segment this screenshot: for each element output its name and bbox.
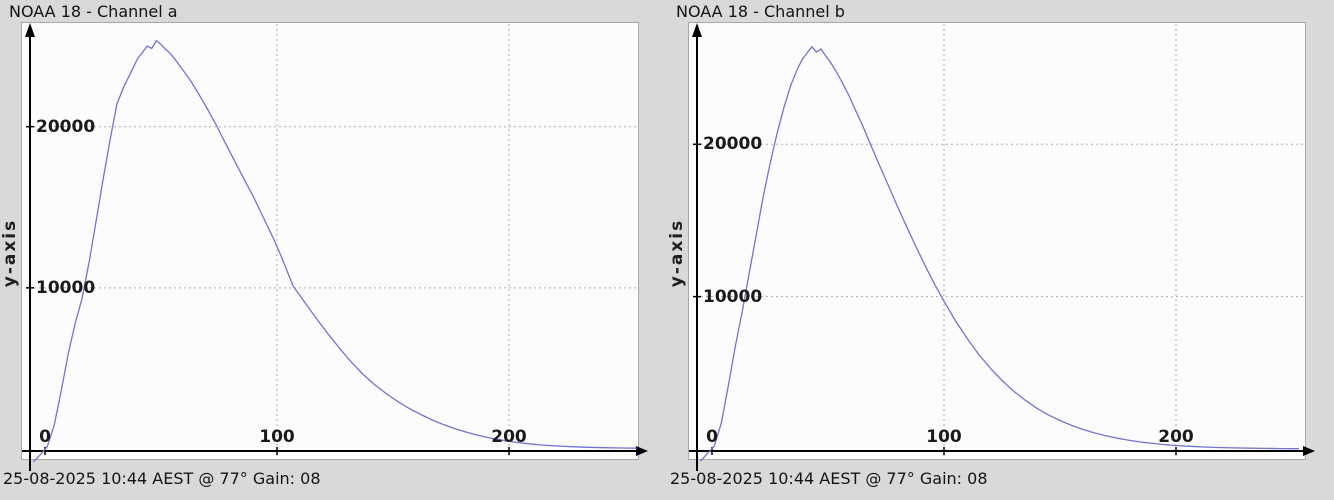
x-tick-label: 100 [259, 427, 295, 447]
chart-panel-channel-a: NOAA 18 - Channel a y-axis 25-08-2025 10… [0, 0, 660, 500]
x-tick-label: 100 [926, 427, 962, 447]
y-axis-title: y-axis [0, 218, 20, 288]
x-tick-label: 0 [39, 427, 51, 447]
plot-area [21, 22, 639, 460]
chart-title: NOAA 18 - Channel b [676, 2, 845, 21]
x-tick-label: 200 [491, 427, 527, 447]
chart-caption: 25-08-2025 10:44 AEST @ 77° Gain: 08 [3, 469, 321, 488]
plot-area [688, 22, 1306, 460]
y-tick-label: 20000 [703, 134, 763, 155]
y-tick-label: 20000 [36, 116, 96, 137]
y-axis-title: y-axis [667, 218, 687, 288]
chart-caption: 25-08-2025 10:44 AEST @ 77° Gain: 08 [670, 469, 988, 488]
y-tick-label: 10000 [703, 286, 763, 307]
x-tick-label: 0 [706, 427, 718, 447]
y-tick-label: 10000 [36, 277, 96, 298]
chart-panel-channel-b: NOAA 18 - Channel b y-axis 25-08-2025 10… [667, 0, 1327, 500]
x-tick-label: 200 [1158, 427, 1194, 447]
chart-title: NOAA 18 - Channel a [9, 2, 178, 21]
